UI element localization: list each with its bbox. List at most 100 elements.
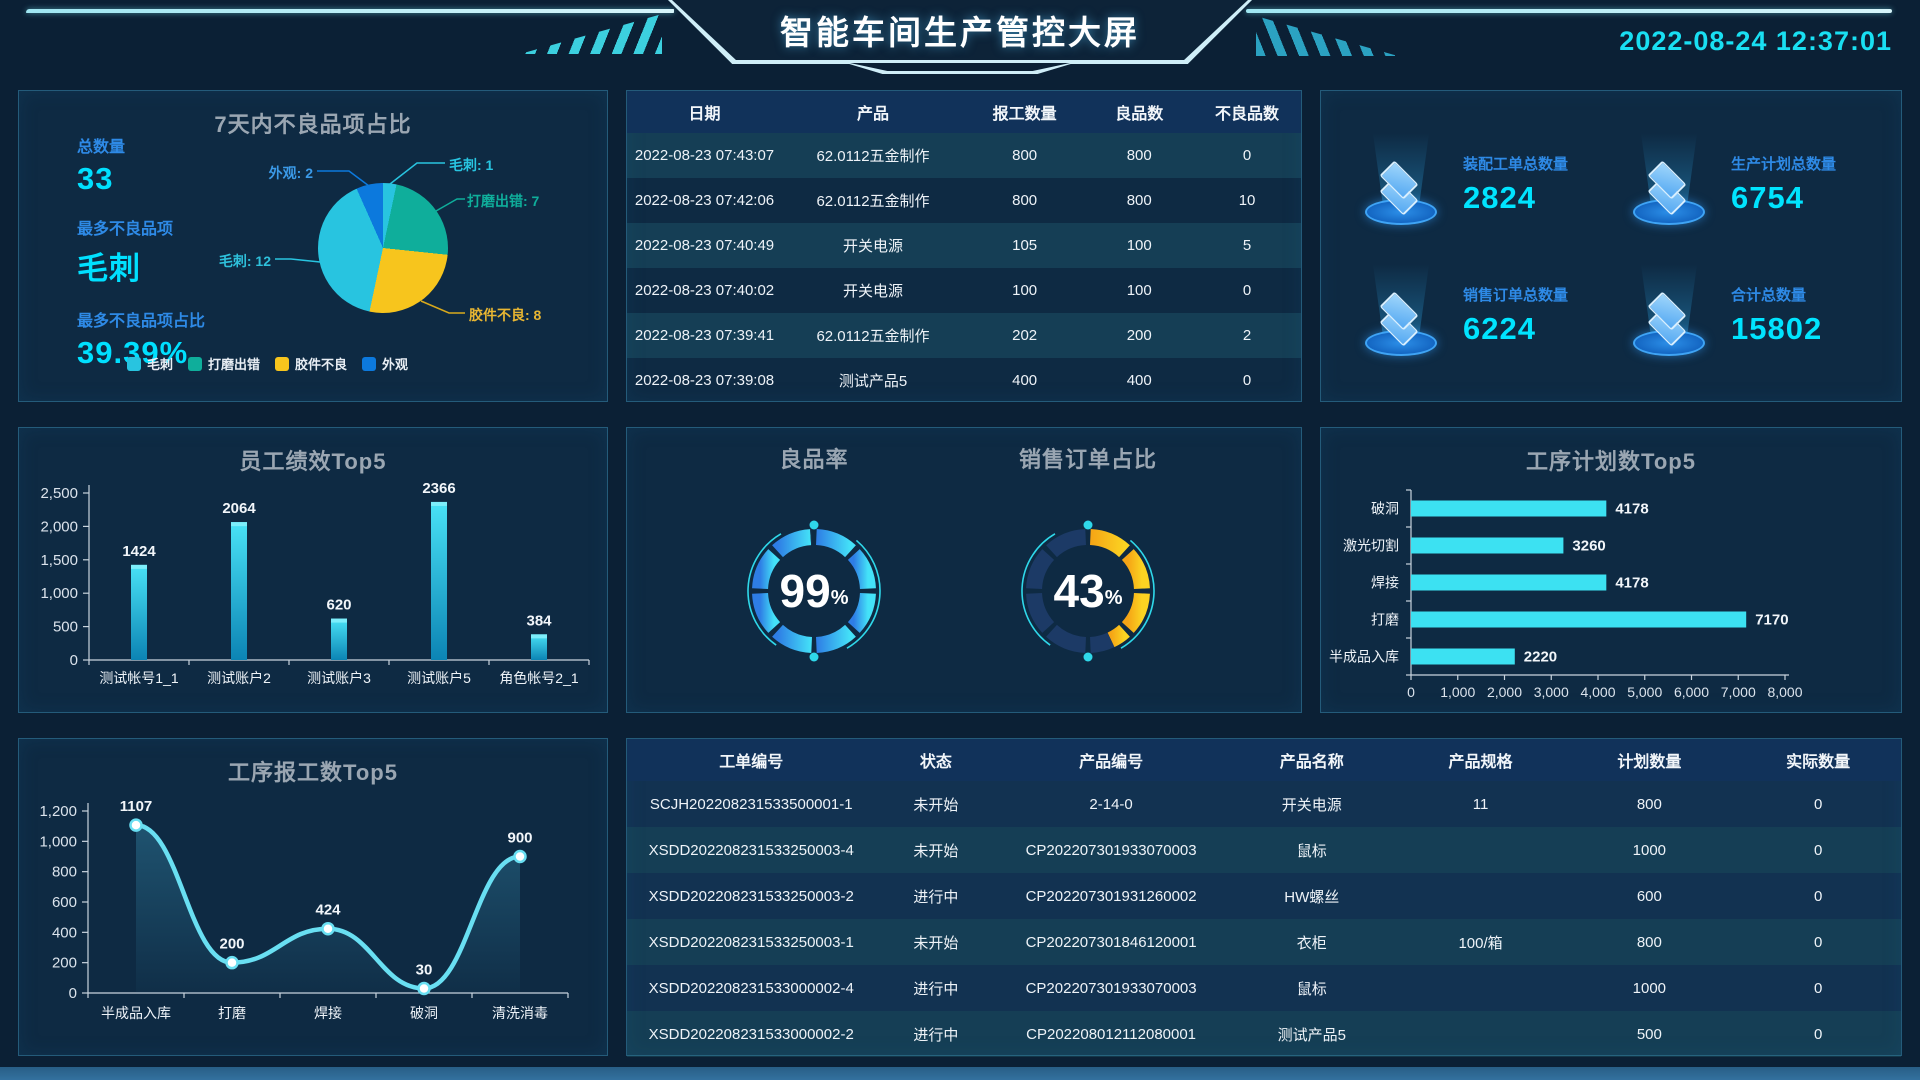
table-cell: 100 [1126,237,1152,254]
pie-callout-label: 毛刺: 12 [218,253,271,269]
table-row: XSDD202208231533250003-2 进行中 CP20220730193… [627,873,1901,919]
svg-text:2064: 2064 [222,500,256,517]
process-report-line-chart: 0 200 400 600 800 1,000 1,200 1107 半成品入库 200 打磨 424… [39,798,569,1021]
svg-text:焊接: 焊接 [1371,575,1399,591]
table-row: SCJH202208231533500001-1 未开始 2-14-0 开关电源 11 8… [627,781,1901,827]
legend-item[interactable]: 打磨出错 [188,354,260,373]
yield-gauge-chart [747,520,881,662]
svg-text:30: 30 [416,961,433,978]
table-cell: CP202208012112080001 [1026,1025,1197,1043]
current-datetime: 2022-08-24 12:37:01 [1619,26,1892,56]
pie-callout-label: 打磨出错: 7 [467,193,540,209]
table-cell: 0 [1242,282,1252,299]
svg-text:400: 400 [52,924,77,941]
report-table: 日期 产品 报工数量 良品数 不良品数 2022-08-23 07:43:07 62.011… [627,91,1301,403]
table-cell [1398,873,1564,919]
svg-text:角色帐号2_1: 角色帐号2_1 [499,670,579,686]
table-row: 2022-08-23 07:43:07 62.0112五金制作 800 800 0 [627,133,1301,178]
header: 智能车间生产管控大屏 2022-08-24 12:37:01 [0,0,1920,78]
table-cell: 衣柜 [1296,934,1327,952]
table-row: 2022-08-23 07:40:49 开关电源 105 100 5 [627,223,1301,268]
svg-text:破洞: 破洞 [1371,501,1399,517]
stat-card-value: 2824 [1463,180,1536,215]
svg-text:4178: 4178 [1615,575,1648,592]
svg-text:6,000: 6,000 [1674,684,1709,700]
svg-text:半成品入库: 半成品入库 [101,1005,171,1021]
panel-process-report-top5: 工序报工数Top5 0 200 400 600 800 1,000 1,200 1107 半成品… [18,738,608,1056]
legend-item[interactable]: 外观 [362,354,408,373]
gauge-title: 销售订单占比 [1018,447,1157,472]
gauge-number: 99 [779,565,831,617]
header-left-line [26,9,674,13]
table-cell: CP202207301933070003 [1025,979,1197,997]
table-cell: 测试产品5 [1277,1026,1346,1044]
table-row: XSDD202208231533250003-4 未开始 CP20220730193… [627,827,1901,873]
legend-item[interactable]: 胶件不良 [275,354,347,373]
column-header: 工单编号 [719,754,784,771]
svg-text:600: 600 [52,894,77,911]
gauge-unit: % [830,586,849,609]
svg-text:0: 0 [1407,684,1415,700]
table-row: XSDD202208231533000002-4 进行中 CP20220730193… [627,965,1901,1011]
table-cell: 1000 [1632,841,1667,859]
svg-text:4,000: 4,000 [1580,684,1615,700]
pie-callout-label: 胶件不良: 8 [469,307,542,323]
svg-text:2366: 2366 [422,480,455,497]
stat-card: 装配工单总数量 2824 [1355,119,1623,250]
table-header-row: 工单编号 状态 产品编号 产品名称 产品规格 计划数量 实际数量 [627,739,1901,781]
table-cell: 2022-08-23 07:39:41 [634,327,775,344]
table-cell: 500 [1636,1025,1662,1043]
table-cell: XSDD202208231533250003-2 [648,887,854,905]
table-cell: XSDD202208231533250003-1 [648,933,854,951]
svg-text:2220: 2220 [1524,649,1557,666]
table-cell: 5 [1242,237,1252,254]
table-cell: 开关电源 [842,283,903,300]
table-cell: 0 [1813,841,1823,859]
svg-text:3,000: 3,000 [1534,684,1569,700]
table-cell: 62.0112五金制作 [816,148,930,165]
svg-text:3260: 3260 [1572,538,1605,555]
column-header: 计划数量 [1617,754,1682,771]
svg-text:1,000: 1,000 [39,833,77,850]
table-cell: 100/箱 [1458,934,1503,952]
svg-text:测试帐号1_1: 测试帐号1_1 [99,670,179,686]
column-header: 产品编号 [1079,754,1144,771]
svg-text:0: 0 [70,652,78,669]
legend-swatch [127,356,141,371]
panel-stat-cards: 装配工单总数量 2824 生产计划总数量 6754 销售订单总数量 6224 合计总数量 15… [1320,90,1902,402]
stat-card-value: 15802 [1731,311,1823,346]
column-header: 报工数量 [992,106,1057,123]
stat-total: 总数量 33 [77,133,125,197]
table-cell: 202 [1012,327,1038,344]
pie-legend: 毛刺 打磨出错 胶件不良 外观 [127,354,408,373]
table-cell: 800 [1126,147,1152,164]
defect-pie-chart [318,183,448,313]
table-cell: 10 [1238,192,1256,209]
svg-text:800: 800 [52,864,77,881]
table-row: XSDD202208231533250003-1 未开始 CP20220730184… [627,919,1901,965]
column-header: 产品 [856,106,889,123]
svg-text:焊接: 焊接 [314,1005,342,1021]
svg-text:1,000: 1,000 [40,585,78,602]
table-cell: 800 [1636,795,1662,813]
table-cell: 2022-08-23 07:39:08 [634,372,775,389]
table-cell: 100 [1012,282,1038,299]
table-cell: 11 [1472,795,1489,813]
table-cell: 鼠标 [1296,842,1327,860]
dashboard-grid: 7天内不良品项占比 总数量 33 最多不良品项 毛刺 最多不良品项占比 39.3… [18,90,1902,1057]
legend-item[interactable]: 毛刺 [127,354,173,373]
svg-text:清洗消毒: 清洗消毒 [492,1005,548,1021]
svg-text:1107: 1107 [120,798,153,815]
gauge-number: 43 [1053,565,1105,617]
table-cell: 100 [1126,282,1152,299]
stat-card-label: 装配工单总数量 [1463,156,1569,173]
table-cell: 未开始 [913,934,959,952]
table-cell: 0 [1813,979,1823,997]
stat-card-label: 合计总数量 [1731,287,1807,304]
column-header: 产品规格 [1448,754,1513,771]
svg-text:200: 200 [219,936,244,953]
table-cell [1398,1011,1564,1057]
table-cell: 开关电源 [1281,796,1342,814]
svg-text:测试账户3: 测试账户3 [307,670,371,686]
stat-card: 生产计划总数量 6754 [1623,119,1891,250]
